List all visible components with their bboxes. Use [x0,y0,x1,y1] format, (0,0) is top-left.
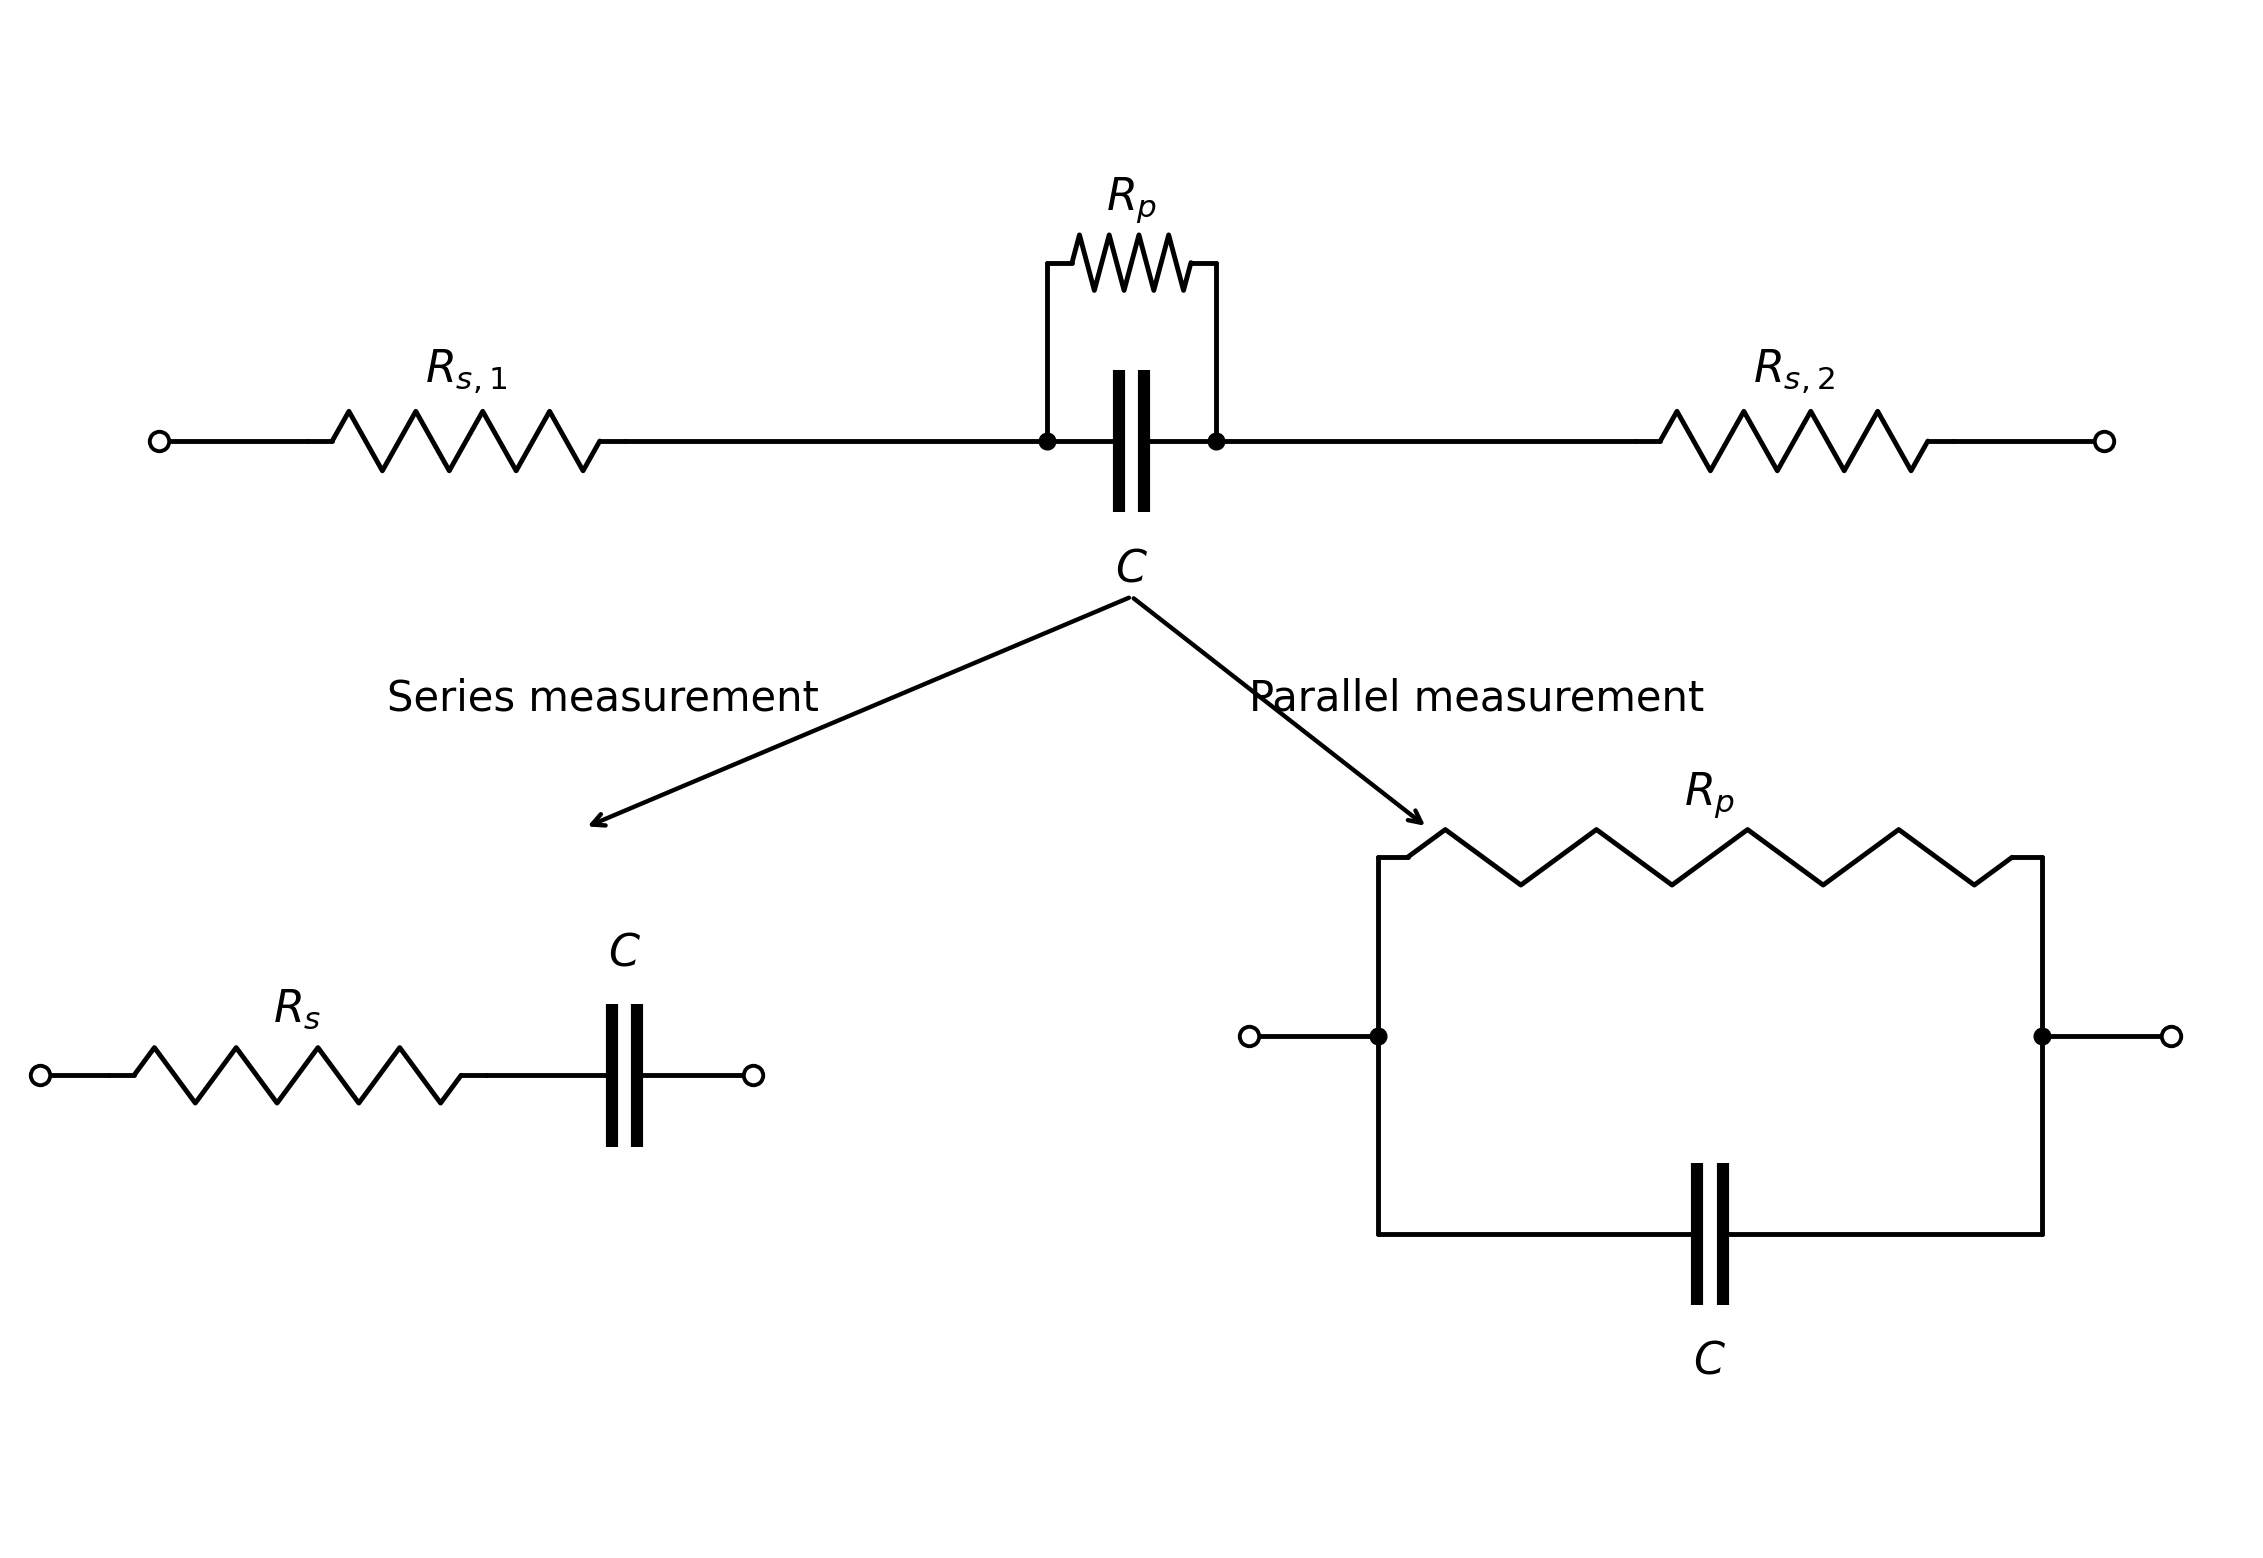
Text: $C$: $C$ [609,932,640,974]
Text: Parallel measurement: Parallel measurement [1249,678,1704,720]
Text: $R_p$: $R_p$ [1684,770,1736,820]
Text: $R_{s,1}$: $R_{s,1}$ [425,347,507,396]
Text: $R_{s,2}$: $R_{s,2}$ [1754,347,1835,396]
Text: Series measurement: Series measurement [387,678,819,720]
Text: $R_s$: $R_s$ [274,988,321,1031]
Text: $R_p$: $R_p$ [1107,174,1156,224]
Text: $C$: $C$ [1693,1340,1727,1384]
Text: $C$: $C$ [1116,547,1147,590]
